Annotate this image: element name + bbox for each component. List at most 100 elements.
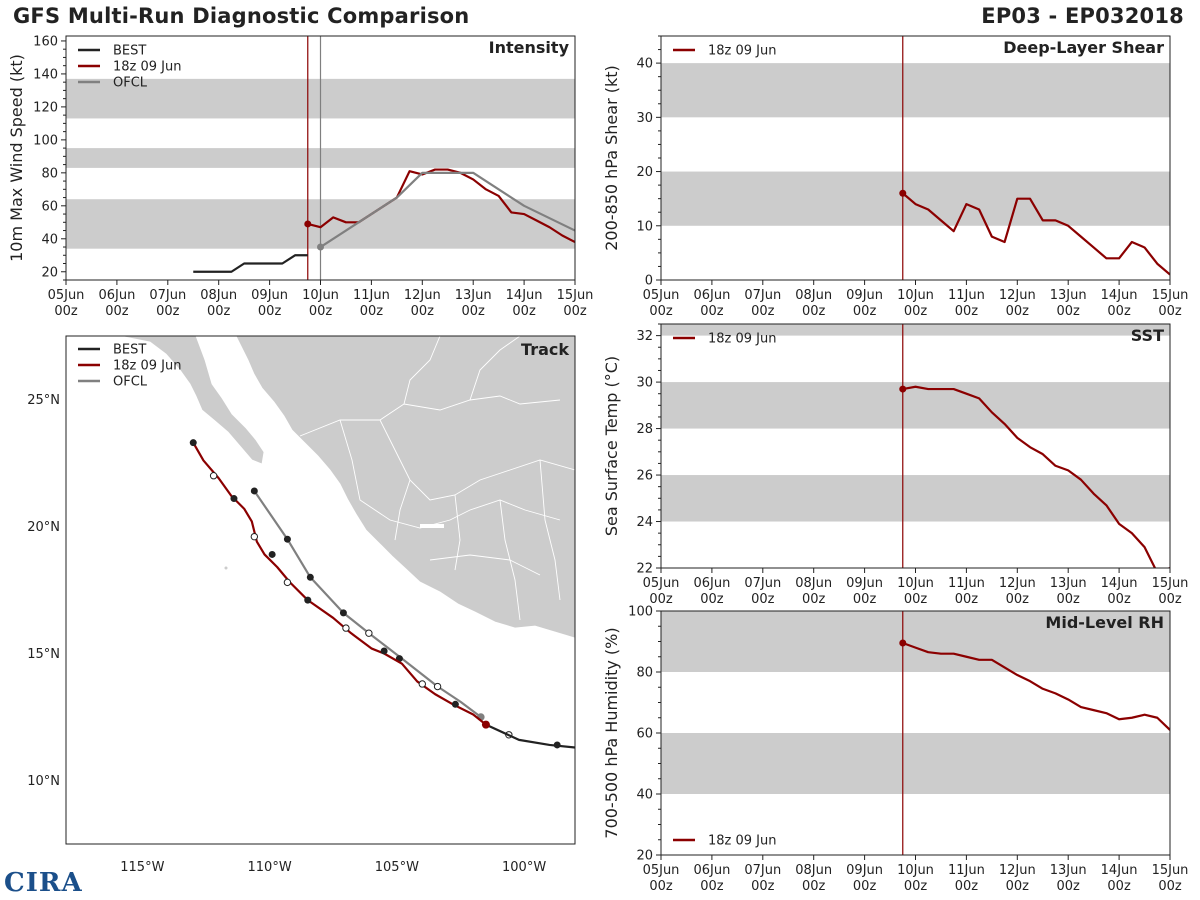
x-tick-label-hour: 00z [700,879,724,894]
x-tick-label-day: 09Jun [846,576,883,591]
x-tick-label-day: 10Jun [897,863,934,878]
sst-panel: 22242628303205Jun00z06Jun00z07Jun00z08Ju… [602,323,1188,607]
x-tick-label-day: 09Jun [251,288,288,303]
x-tick-label-hour: 00z [955,304,979,319]
panel-title: Deep-Layer Shear [1003,38,1164,57]
x-tick-label-hour: 00z [1006,879,1030,894]
series-group [193,168,575,273]
x-tick-label-day: 10Jun [897,576,934,591]
track-point-open [250,532,259,541]
track-point-filled [283,535,291,543]
x-tick-label-hour: 00z [649,879,673,894]
series-start-marker [899,385,907,393]
track-point-filled [306,573,314,581]
x-tick-label-hour: 00z [1107,592,1131,607]
x-tick-label-day: 12Jun [999,288,1036,303]
x-tick-label-hour: 00z [904,592,928,607]
shaded-band [661,171,1170,226]
x-tick-label-hour: 00z [411,304,435,319]
series-line-18z-09-jun [307,168,575,244]
panel-title: Mid-Level RH [1045,613,1164,632]
track-point-filled [189,439,197,447]
y-axis-label: 700-500 hPa Humidity (%) [602,627,621,838]
x-tick-label-hour: 00z [1057,592,1081,607]
plot-frame [660,323,1171,569]
x-tick-label-hour: 00z [462,304,486,319]
x-tick-label-day: 06Jun [693,288,730,303]
y-tick-label: 10 [636,219,653,234]
legend-label: BEST [113,44,146,59]
x-tick-label-hour: 00z [751,592,775,607]
x-tick-label-hour: 00z [802,304,826,319]
x-tick-label-day: 09Jun [846,288,883,303]
x-tick-label-hour: 00z [1057,304,1081,319]
panel-title: Intensity [489,38,570,57]
legend-label: BEST [113,343,146,358]
x-tick-label-hour: 00z [1057,879,1081,894]
island [224,566,228,570]
y-tick-label: 80 [41,166,58,181]
x-tick-label-day: 05Jun [643,576,680,591]
x-tick-label-day: 07Jun [744,576,781,591]
track-point-open [283,578,292,587]
x-tick-label-hour: 00z [309,304,333,319]
x-tick-label-hour: 00z [1158,304,1182,319]
cira-logo: CIRA [4,868,83,898]
x-tick-label-day: 10Jun [897,288,934,303]
track-series [189,439,575,749]
y-tick-label: 26 [636,469,653,484]
series-start-marker [899,639,907,647]
shaded-band [661,63,1170,118]
x-tick-label-day: 14Jun [506,288,543,303]
track-y-tick-label: 25°N [27,393,60,408]
y-tick-label: 120 [33,100,58,115]
panel-title: SST [1131,326,1164,345]
track-x-tick-label: 110°W [248,860,292,875]
track-point-filled [553,741,561,749]
track-x-tick-label: 115°W [120,860,164,875]
x-tick-label-day: 08Jun [200,288,237,303]
track-frame [65,335,576,845]
x-tick-label-day: 13Jun [1050,863,1087,878]
x-tick-label-day: 08Jun [795,576,832,591]
y-tick-label: 32 [636,329,653,344]
x-tick-label-day: 15Jun [1152,288,1189,303]
y-tick-label: 100 [33,133,58,148]
x-tick-label-day: 06Jun [693,863,730,878]
x-tick-label-hour: 00z [751,304,775,319]
shaded-band [661,733,1170,794]
track-point-filled [230,495,238,503]
track-y-tick-label: 10°N [27,774,60,789]
x-tick-label-hour: 00z [649,304,673,319]
track-run-start-marker [481,720,490,729]
series-line-18z-09-jun [902,192,1170,276]
x-tick-label-day: 12Jun [999,863,1036,878]
y-tick-label: 40 [41,232,58,247]
x-tick-label-day: 05Jun [643,863,680,878]
x-tick-label-day: 09Jun [846,863,883,878]
x-tick-label-hour: 00z [1006,592,1030,607]
baja-landmass [119,336,265,465]
rh-panel: 2040608010005Jun00z06Jun00z07Jun00z08Jun… [602,605,1188,895]
x-tick-label-day: 06Jun [98,288,135,303]
track-point-open [342,624,350,632]
x-tick-label-hour: 00z [802,592,826,607]
x-tick-label-hour: 00z [105,304,129,319]
legend-label: 18z 09 Jun [708,332,777,347]
legend-label: 18z 09 Jun [708,834,777,849]
track-axes: 115°W 110°W 105°W 100°W 10°N 15°N 20°N 25°N Trac… [27,340,569,875]
x-tick-label-hour: 00z [1006,304,1030,319]
y-tick-label: 24 [636,515,653,530]
y-tick-label: 100 [628,605,653,620]
track-x-tick-label: 105°W [375,860,419,875]
x-tick-label-hour: 00z [955,879,979,894]
x-tick-label-day: 07Jun [744,863,781,878]
x-tick-label-hour: 00z [1107,879,1131,894]
state-borders [299,336,575,621]
x-tick-label-hour: 00z [853,304,877,319]
shaded-band [661,475,1170,522]
y-tick-label: 40 [636,57,653,72]
track-point-open [418,680,426,688]
series-group [899,385,1170,568]
